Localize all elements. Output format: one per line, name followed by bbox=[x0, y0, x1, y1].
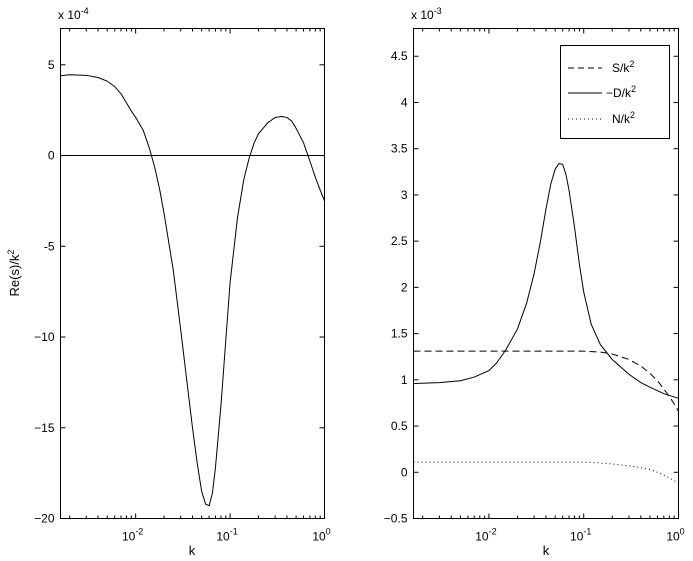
left-ytick-label: 5 bbox=[48, 58, 55, 72]
right-ytick-label: 4.5 bbox=[391, 49, 408, 63]
right-series-dotted-line bbox=[413, 461, 679, 484]
legend-label-s: S/k2 bbox=[612, 59, 634, 75]
right-series-solid-line bbox=[413, 162, 679, 399]
right-ticks: 4.5 4 3.5 3 2.5 2 1.5 1 0.5 0 −0.5 10-2 10-1 100 bbox=[384, 28, 685, 544]
right-yexp-label: x 10-3 bbox=[411, 6, 442, 22]
right-ytick-label: 3.5 bbox=[391, 142, 408, 156]
right-ytick-label: 1 bbox=[401, 373, 408, 387]
legend: S/k2 −D/k2 N/k2 bbox=[560, 45, 670, 139]
left-ytick-label: -5 bbox=[44, 239, 55, 253]
right-ytick-label: −0.5 bbox=[384, 512, 408, 526]
right-xtick-label: 10-2 bbox=[475, 527, 496, 544]
legend-label-n: N/k2 bbox=[612, 110, 635, 126]
right-ytick-label: 3 bbox=[401, 188, 408, 202]
left-ytick-label: 0 bbox=[48, 149, 55, 163]
left-xtick-label: 100 bbox=[312, 527, 330, 544]
right-series-dashed-line bbox=[413, 350, 679, 412]
left-plot-frame bbox=[60, 28, 325, 519]
left-series-solid-line bbox=[60, 74, 325, 507]
left-x-axis-label: k bbox=[189, 543, 196, 558]
legend-box bbox=[560, 45, 670, 139]
right-xtick-label: 10-1 bbox=[570, 527, 591, 544]
left-ytick-label: −10 bbox=[34, 330, 55, 344]
right-ytick-label: 2.5 bbox=[391, 234, 408, 248]
right-ytick-label: 0.5 bbox=[391, 419, 408, 433]
left-ticks: 5 0 -5 −10 −15 −20 10-2 10-1 100 bbox=[34, 28, 331, 544]
right-ytick-label: 2 bbox=[401, 280, 408, 294]
right-xtick-label: 100 bbox=[666, 527, 684, 544]
right-lines bbox=[413, 162, 679, 484]
right-ytick-label: 0 bbox=[401, 465, 408, 479]
right-ytick-label: 4 bbox=[401, 95, 408, 109]
left-ytick-label: −15 bbox=[34, 421, 55, 435]
left-xtick-label: 10-2 bbox=[122, 527, 143, 544]
left-lines bbox=[60, 74, 325, 507]
left-yexp-label: x 10-4 bbox=[58, 6, 89, 22]
left-y-axis-label: Re(s)/k2 bbox=[6, 250, 22, 297]
left-xtick-label: 10-1 bbox=[216, 527, 237, 544]
right-panel: 4.5 4 3.5 3 2.5 2 1.5 1 0.5 0 −0.5 10-2 10-1 100 x 10… bbox=[384, 6, 685, 558]
legend-label-d: −D/k2 bbox=[606, 84, 636, 100]
left-panel: 5 0 -5 −10 −15 −20 10-2 10-1 100 x 10-4 k Re(s)/… bbox=[6, 6, 331, 558]
right-x-axis-label: k bbox=[543, 543, 550, 558]
right-ytick-label: 1.5 bbox=[391, 327, 408, 341]
left-ytick-label: −20 bbox=[34, 512, 55, 526]
